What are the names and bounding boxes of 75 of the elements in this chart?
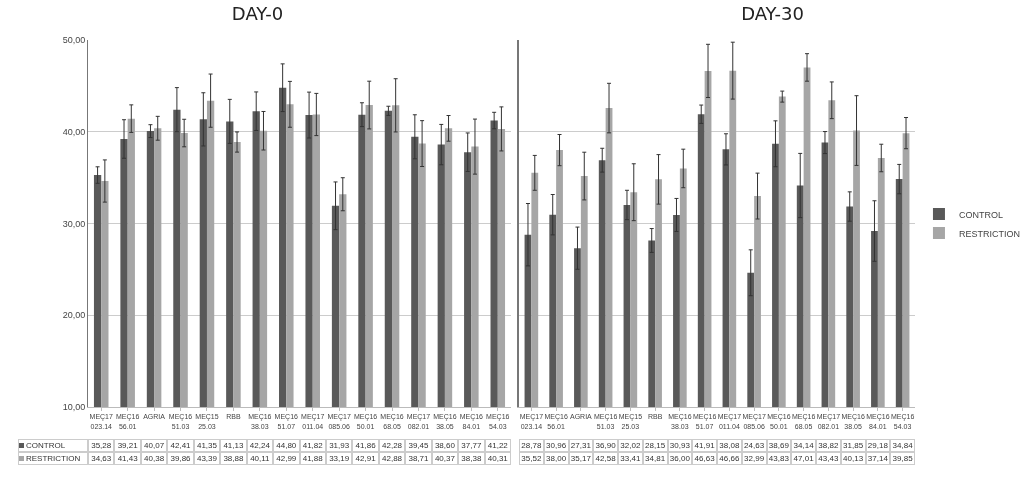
data-label: 28,78 — [519, 439, 544, 452]
data-label: 30,93 — [667, 439, 693, 452]
data-label: 39,85 — [890, 452, 915, 465]
data-label: 34,81 — [642, 452, 668, 465]
data-label: 47,01 — [791, 452, 816, 465]
data-label: 41,86 — [352, 439, 379, 452]
data-label: 34,63 — [88, 452, 115, 465]
data-label: 46,66 — [717, 452, 742, 465]
data-label: 24,63 — [741, 439, 767, 452]
legend-label: CONTROL — [958, 209, 1003, 220]
data-label: 34,84 — [890, 439, 915, 452]
data-label: 33,41 — [618, 452, 643, 465]
data-label: 35,17 — [568, 452, 594, 465]
data-label: 42,24 — [246, 439, 274, 452]
data-label: 35,52 — [519, 452, 544, 465]
data-label: 30,96 — [543, 439, 569, 452]
data-label: 38,82 — [816, 439, 841, 452]
data-label: 43,39 — [193, 452, 221, 465]
data-label: 38,08 — [717, 439, 742, 452]
data-label: 37,14 — [865, 452, 891, 465]
data-label: 39,21 — [114, 439, 141, 452]
data-label: 39,45 — [405, 439, 432, 452]
data-label: 38,71 — [405, 452, 432, 465]
data-label: 42,91 — [352, 452, 379, 465]
data-label: 29,18 — [865, 439, 891, 452]
y-tick-label: 30,00 — [62, 218, 86, 229]
data-label: 42,99 — [273, 452, 300, 465]
data-label: 40,13 — [840, 452, 866, 465]
data-label: 44,80 — [273, 439, 300, 452]
data-label: 41,88 — [299, 452, 326, 465]
data-label: 38,60 — [431, 439, 459, 452]
y-tick-label: 50,00 — [62, 35, 86, 46]
data-label: 32,99 — [741, 452, 767, 465]
data-label: 42,41 — [167, 439, 194, 452]
data-label: 32,02 — [618, 439, 643, 452]
data-label: 35,28 — [88, 439, 115, 452]
data-label: 41,22 — [484, 439, 511, 452]
data-label: 43,43 — [816, 452, 841, 465]
data-label: 36,00 — [667, 452, 693, 465]
legend-label: RESTRICTION — [26, 454, 81, 463]
data-label: 40,07 — [140, 439, 168, 452]
data-label: 43,83 — [766, 452, 792, 465]
data-label: 39,86 — [167, 452, 194, 465]
data-label: 40,11 — [246, 452, 274, 465]
data-label: 40,31 — [484, 452, 511, 465]
data-label: 41,82 — [299, 439, 326, 452]
data-label: 34,14 — [791, 439, 816, 452]
data-label: 46,63 — [692, 452, 717, 465]
data-label: 31,85 — [840, 439, 866, 452]
data-label: 42,88 — [378, 452, 406, 465]
data-label: 36,90 — [593, 439, 618, 452]
data-label: 33,19 — [325, 452, 353, 465]
data-label: 38,00 — [543, 452, 569, 465]
data-label: 37,77 — [458, 439, 485, 452]
legend-label: RESTRICTION — [958, 228, 1020, 239]
data-label: 38,38 — [458, 452, 485, 465]
data-label: 38,69 — [766, 439, 792, 452]
data-label: 41,91 — [692, 439, 717, 452]
y-tick-label: 40,00 — [62, 126, 86, 137]
data-label: 40,38 — [140, 452, 168, 465]
data-label: 42,58 — [593, 452, 618, 465]
data-label: 31,93 — [325, 439, 353, 452]
y-tick-label: 20,00 — [62, 310, 86, 321]
y-tick-label: 10,00 — [62, 402, 86, 413]
data-label: 41,13 — [220, 439, 247, 452]
data-label: 40,37 — [431, 452, 459, 465]
chart-title: DAY-30 — [741, 2, 804, 24]
data-label: 28,15 — [642, 439, 668, 452]
data-label: 38,88 — [220, 452, 247, 465]
data-label: 27,31 — [568, 439, 594, 452]
data-label: 41,35 — [193, 439, 221, 452]
data-label: 41,43 — [114, 452, 141, 465]
data-label: 42,28 — [378, 439, 406, 452]
legend-label: CONTROL — [26, 441, 66, 450]
chart-title: DAY-0 — [231, 2, 284, 24]
